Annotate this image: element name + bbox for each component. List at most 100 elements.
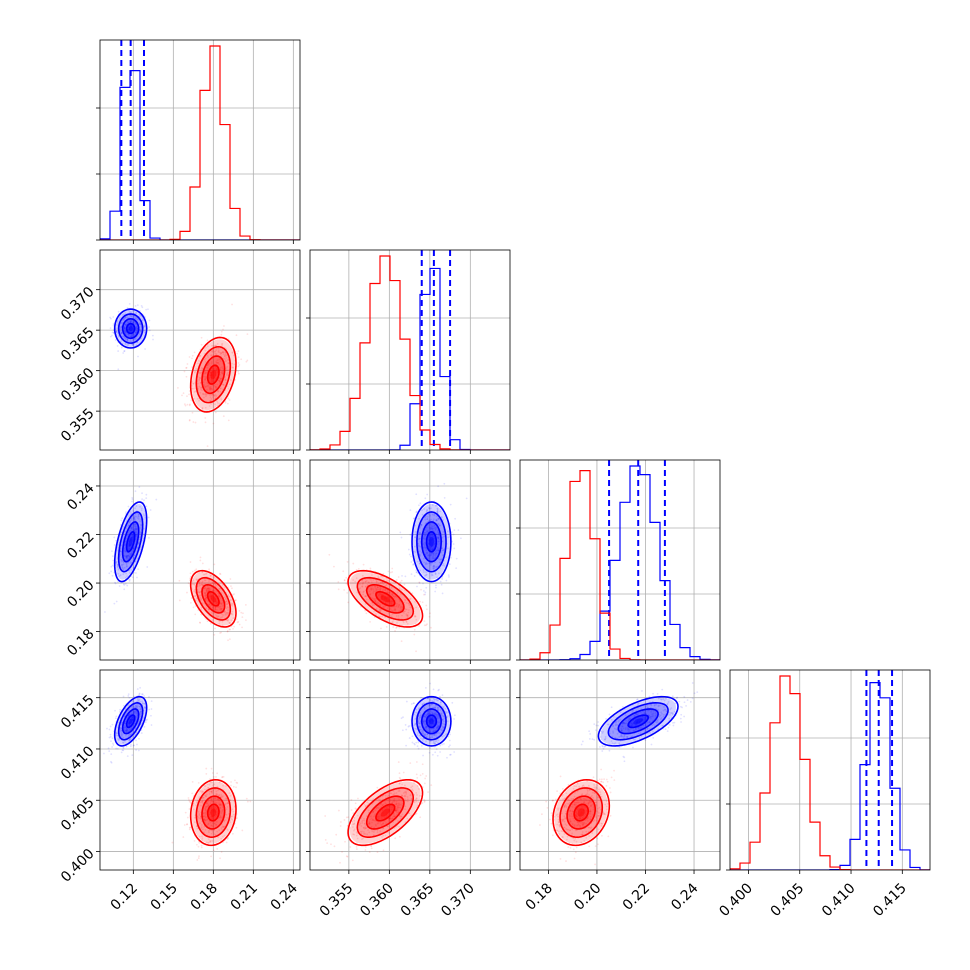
sample-point: [216, 402, 219, 404]
sample-point: [414, 536, 417, 539]
sample-point: [409, 533, 412, 536]
sample-point: [198, 621, 201, 624]
sample-point: [365, 579, 368, 582]
sample-point: [219, 366, 222, 369]
sample-point: [194, 421, 197, 424]
sample-point: [135, 326, 138, 328]
sample-point: [210, 362, 213, 365]
sample-point: [226, 372, 229, 375]
sample-point: [130, 512, 133, 515]
sample-point: [219, 351, 222, 354]
sample-point: [194, 569, 196, 572]
sample-point: [229, 601, 232, 604]
x-tick-label: 0.15: [148, 880, 181, 913]
sample-point: [181, 394, 183, 397]
sample-point: [438, 732, 441, 735]
sample-point: [213, 777, 215, 780]
sample-point: [194, 605, 197, 607]
sample-point: [218, 595, 221, 597]
sample-point: [426, 552, 428, 555]
sample-point: [114, 581, 116, 584]
sample-point: [363, 803, 366, 806]
sample-point: [114, 339, 117, 341]
sample-point: [364, 585, 367, 588]
sample-point: [435, 519, 438, 522]
sample-point: [361, 585, 364, 588]
sample-point: [204, 579, 207, 582]
sample-point: [377, 582, 380, 585]
sample-point: [335, 833, 338, 836]
sample-point: [383, 607, 386, 609]
sample-point: [395, 579, 398, 581]
sample-point: [375, 607, 378, 610]
sample-point: [414, 798, 417, 801]
sample-point: [221, 372, 223, 375]
sample-point: [427, 730, 430, 732]
sample-point: [200, 336, 203, 339]
sample-point: [135, 525, 137, 528]
sample-point: [387, 795, 390, 797]
sample-point: [428, 536, 430, 539]
sample-point: [226, 600, 229, 603]
sample-point: [208, 405, 211, 407]
sample-point: [425, 725, 428, 728]
sample-point: [225, 813, 228, 816]
sample-point: [417, 720, 420, 723]
sample-point: [364, 849, 367, 851]
sample-point: [371, 819, 374, 822]
sample-point: [373, 610, 375, 613]
sample-point: [197, 591, 200, 593]
sample-point: [198, 814, 201, 817]
sample-point: [218, 794, 221, 797]
sample-point: [375, 581, 378, 584]
sample-point: [410, 561, 413, 563]
sample-point: [217, 799, 220, 802]
sample-point: [224, 819, 227, 822]
sample-point: [118, 585, 121, 587]
sample-point: [220, 804, 223, 807]
sample-point: [204, 346, 207, 349]
sample-point: [133, 517, 135, 520]
sample-point: [388, 608, 391, 611]
sample-point: [387, 618, 390, 620]
sample-point: [430, 526, 433, 529]
sample-point: [127, 334, 130, 337]
sample-point: [131, 716, 134, 719]
sample-point: [446, 530, 449, 533]
sample-point: [231, 832, 234, 835]
sample-point: [445, 556, 447, 559]
x-tick-label: 0.12: [108, 880, 141, 913]
sample-point: [123, 327, 126, 329]
sample-point: [433, 697, 435, 700]
sample-point: [123, 326, 126, 328]
sample-point: [135, 325, 138, 328]
sample-point: [214, 833, 217, 836]
sample-point: [125, 511, 127, 514]
sample-point: [426, 530, 428, 532]
sample-point: [437, 721, 440, 724]
sample-point: [215, 776, 217, 778]
sample-point: [208, 580, 210, 583]
sample-point: [226, 802, 229, 805]
sample-point: [132, 700, 135, 703]
sample-point: [427, 513, 430, 515]
sample-point: [441, 729, 444, 732]
sample-point: [121, 749, 124, 752]
sample-point: [418, 550, 421, 552]
sample-point: [423, 571, 425, 573]
density-contour: [420, 521, 442, 563]
sample-point: [115, 331, 118, 333]
sample-point: [380, 627, 382, 630]
sample-point: [133, 695, 136, 698]
sample-point: [216, 793, 219, 796]
sample-point: [391, 594, 394, 597]
sample-point: [204, 812, 207, 814]
sample-point: [426, 713, 429, 716]
sample-point: [203, 784, 206, 787]
sample-point: [418, 726, 421, 729]
sample-point: [131, 716, 133, 719]
sample-point: [439, 701, 442, 704]
sample-point: [246, 800, 249, 803]
sample-point: [135, 533, 137, 536]
sample-point: [219, 602, 222, 605]
